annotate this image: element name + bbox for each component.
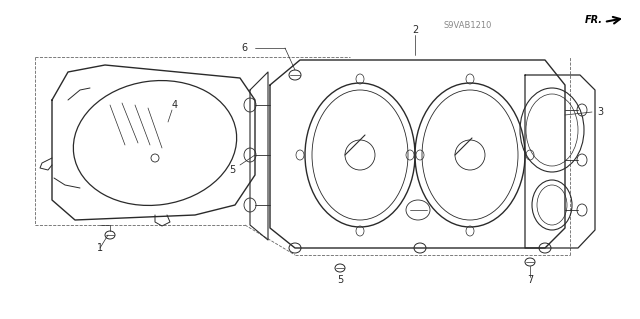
Text: S9VAB1210: S9VAB1210	[443, 21, 492, 30]
Text: FR.: FR.	[585, 15, 603, 25]
Text: 5: 5	[337, 275, 343, 285]
Text: 2: 2	[412, 25, 418, 35]
Text: 3: 3	[597, 107, 603, 117]
Text: 1: 1	[97, 243, 103, 253]
Text: 6: 6	[242, 43, 248, 53]
Text: 4: 4	[172, 100, 178, 110]
Text: 7: 7	[527, 275, 533, 285]
Text: 5: 5	[228, 165, 235, 175]
